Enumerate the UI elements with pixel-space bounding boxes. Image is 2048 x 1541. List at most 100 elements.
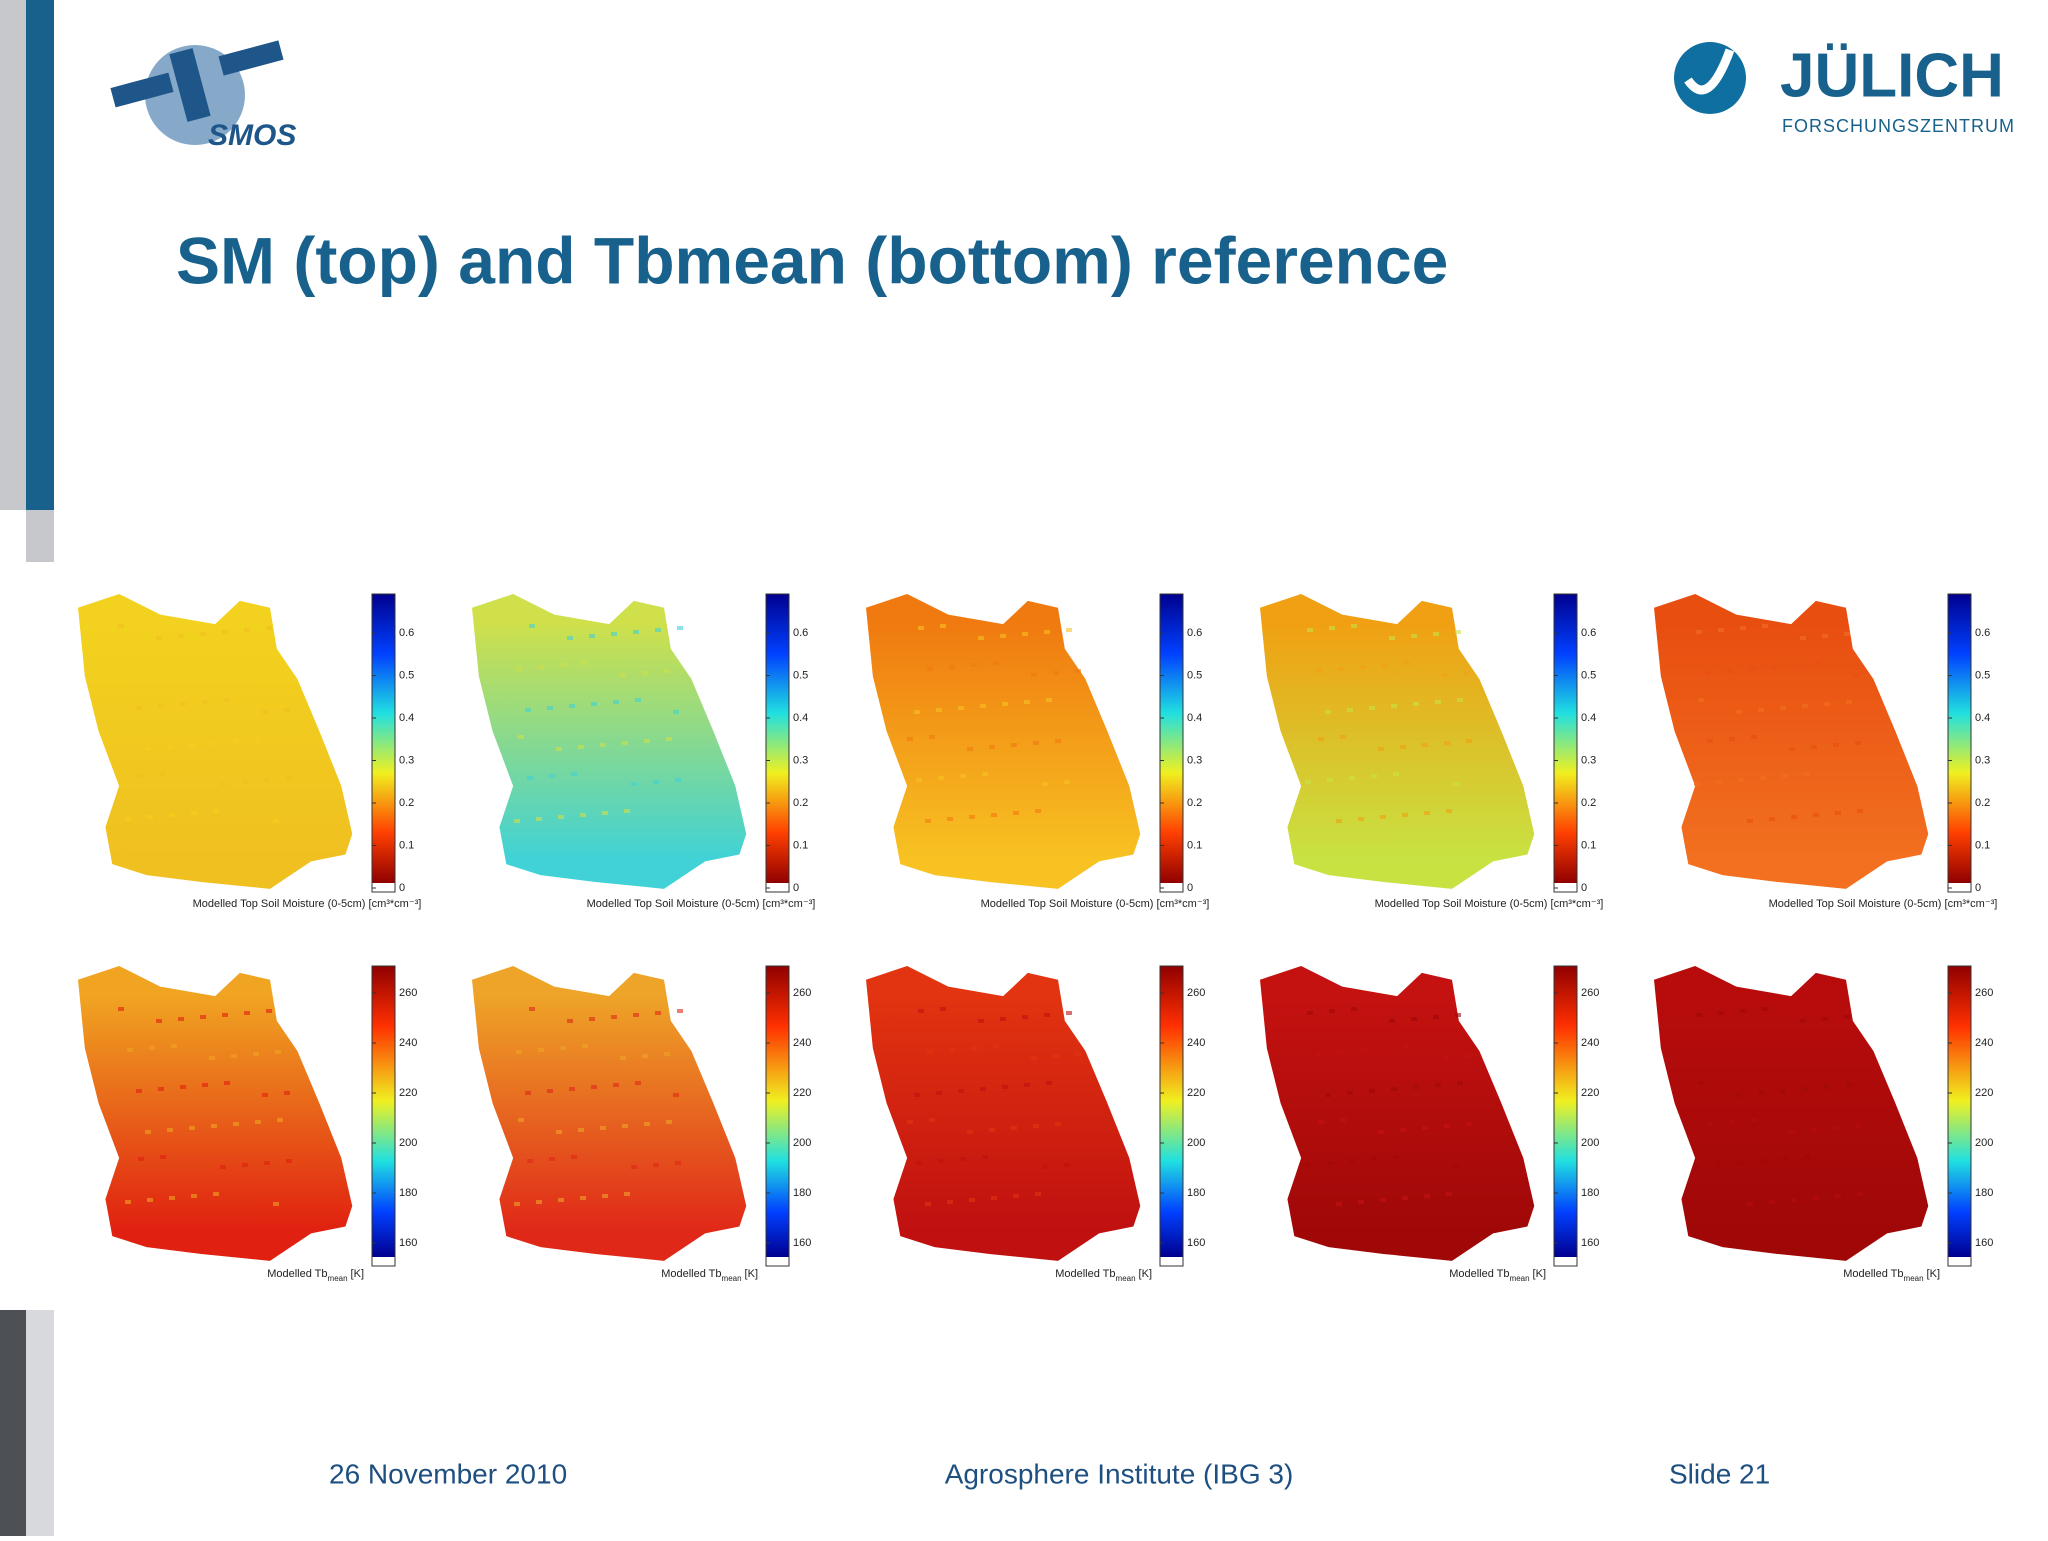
map-speckle xyxy=(1411,634,1417,638)
map-speckle xyxy=(262,710,268,714)
map-speckle xyxy=(1824,702,1830,706)
map-speckle xyxy=(169,813,175,817)
map-speckle xyxy=(160,1155,166,1159)
map-speckle xyxy=(1000,634,1006,638)
map-speckle xyxy=(1804,1155,1810,1159)
map-speckle xyxy=(213,809,219,813)
map-speckle xyxy=(589,1017,595,1021)
colorbar-tick-label: 0.6 xyxy=(1187,627,1202,639)
colorbar-tick-label: 0.3 xyxy=(1187,754,1202,766)
map-speckle xyxy=(255,737,261,741)
map-speckle xyxy=(1402,1196,1408,1200)
map-speckle xyxy=(600,1126,606,1130)
map-speckle xyxy=(1389,636,1395,640)
map-speckle xyxy=(1035,1192,1041,1196)
map-speckle xyxy=(527,1159,533,1163)
map-speckle xyxy=(266,626,272,630)
map-speckle xyxy=(1031,1056,1037,1060)
map-speckle xyxy=(262,1093,268,1097)
colorbar-tick-label: 260 xyxy=(399,987,417,999)
map-speckle xyxy=(624,1192,630,1196)
map-speckle xyxy=(1340,1118,1346,1122)
map-speckle xyxy=(1738,778,1744,782)
side-bar xyxy=(26,0,54,510)
side-bar xyxy=(26,510,54,562)
map-speckle xyxy=(1422,1126,1428,1130)
map-speckle xyxy=(1413,1085,1419,1089)
map-speckle xyxy=(1707,739,1713,743)
map-speckle xyxy=(907,1120,913,1124)
map-speckle xyxy=(242,1163,248,1167)
map-speckle xyxy=(518,1118,524,1122)
colorbar-tick-label: 0.6 xyxy=(1975,627,1990,639)
map-speckle xyxy=(275,1050,281,1054)
map xyxy=(78,966,353,1261)
map-speckle xyxy=(200,632,206,636)
map-speckle xyxy=(233,1122,239,1126)
map-speckle xyxy=(1833,743,1839,747)
map-speckle xyxy=(1371,774,1377,778)
map-speckle xyxy=(569,1087,575,1091)
map-speckle xyxy=(1075,669,1081,673)
map-speckle xyxy=(1360,1048,1366,1052)
map-speckle xyxy=(980,704,986,708)
colorbar-tick-label: 0.3 xyxy=(1581,754,1596,766)
map-speckle xyxy=(633,630,639,634)
colorbar-tick-label: 160 xyxy=(1581,1237,1599,1249)
colorbar-tick-label: 0.1 xyxy=(1975,839,1990,851)
map-speckle xyxy=(582,661,588,665)
colorbar-tick-label: 180 xyxy=(1581,1187,1599,1199)
map-speckle xyxy=(1457,698,1463,702)
map-speckle xyxy=(1464,671,1470,675)
map-speckle xyxy=(1064,780,1070,784)
map-speckle xyxy=(253,1052,259,1056)
map-speckle xyxy=(1369,706,1375,710)
map-speckle xyxy=(1433,632,1439,636)
caption-unit: [K] xyxy=(351,1268,364,1280)
caption-unit: [K] xyxy=(1533,1268,1546,1280)
colorbar-tick-label: 180 xyxy=(399,1187,417,1199)
map-speckle xyxy=(560,1046,566,1050)
map-speckle xyxy=(958,706,964,710)
colorbar-tick-label: 0.1 xyxy=(399,839,414,851)
colorbar-tick-label: 0 xyxy=(1975,882,1981,894)
map-speckle xyxy=(1382,1046,1388,1050)
colorbar-tick-label: 0 xyxy=(1581,882,1587,894)
map-speckle xyxy=(918,626,924,630)
map-speckle xyxy=(1747,819,1753,823)
map-caption: Modelled Top Soil Moisture (0-5cm) [cm³*… xyxy=(587,898,816,910)
map-speckle xyxy=(1325,1093,1331,1097)
caption-sub: mean xyxy=(1904,1274,1924,1283)
map-speckle xyxy=(1393,1155,1399,1159)
map-speckle xyxy=(1813,813,1819,817)
map-speckle xyxy=(580,1196,586,1200)
map-speckle xyxy=(971,663,977,667)
map-speckle xyxy=(1307,1011,1313,1015)
map-speckle xyxy=(1769,1200,1775,1204)
map-speckle xyxy=(1002,1085,1008,1089)
map-speckle xyxy=(1347,708,1353,712)
map-speckle xyxy=(1316,1052,1322,1056)
map-speckle xyxy=(960,1157,966,1161)
map-speckle xyxy=(231,671,237,675)
map-speckle xyxy=(655,1011,661,1015)
map-speckle xyxy=(1442,1056,1448,1060)
map-speckle xyxy=(529,624,535,628)
map-speckle xyxy=(969,815,975,819)
map-speckle xyxy=(136,706,142,710)
colorbar-tick-label: 0.5 xyxy=(1187,669,1202,681)
map-speckle xyxy=(1442,673,1448,677)
map-speckle xyxy=(578,745,584,749)
colorbar-tick-label: 200 xyxy=(1581,1137,1599,1149)
map-speckle xyxy=(1824,1085,1830,1089)
map-speckle xyxy=(1749,1050,1755,1054)
colorbar-tick-label: 260 xyxy=(793,987,811,999)
colorbar-tick-label: 260 xyxy=(1187,987,1205,999)
map-speckle xyxy=(1782,774,1788,778)
map-speckle xyxy=(200,1015,206,1019)
map-speckle xyxy=(145,747,151,751)
side-bar xyxy=(0,0,26,510)
map-speckle xyxy=(622,741,628,745)
map-speckle xyxy=(244,628,250,632)
map-speckle xyxy=(925,1202,931,1206)
